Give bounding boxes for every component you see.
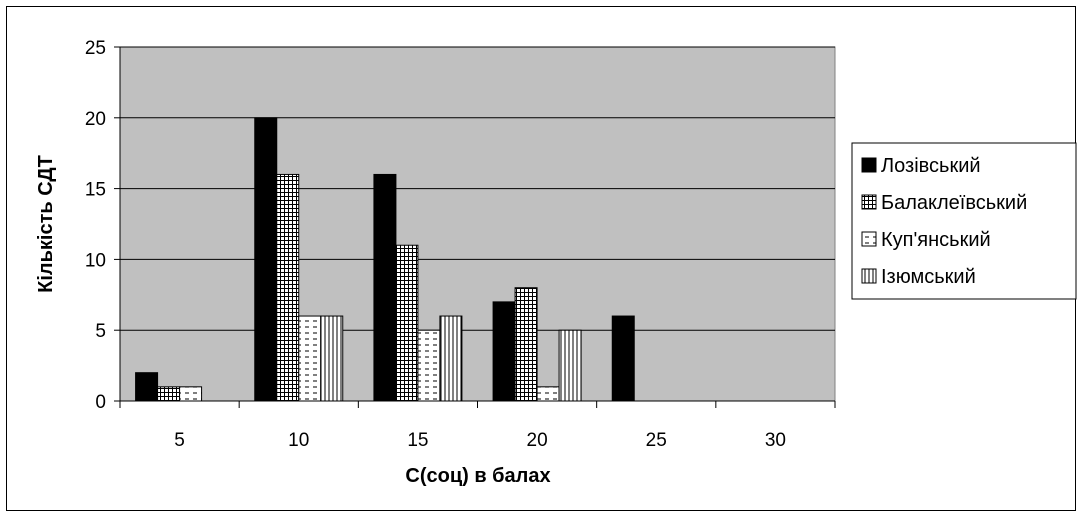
bar: [514, 287, 538, 402]
y-tick-label: 15: [85, 180, 106, 201]
y-tick-label: 20: [85, 109, 106, 130]
legend: Лозівський Балаклеївський Куп'янський Ізюмс…: [851, 142, 1077, 300]
legend-label: Куп'янський: [881, 229, 991, 251]
bar: [492, 301, 516, 402]
y-axis-title: Кількість СДТ: [35, 155, 57, 293]
y-tick-label: 0: [95, 392, 106, 413]
legend-swatch: [861, 194, 877, 210]
legend-label: Балаклеївський: [881, 192, 1027, 214]
bar: [179, 386, 203, 402]
x-axis-title: С(соц) в балах: [405, 465, 550, 487]
bar: [611, 315, 635, 402]
bar: [157, 386, 181, 402]
legend-box: [851, 142, 1077, 300]
bar: [439, 315, 463, 402]
legend-swatch: [861, 157, 877, 173]
y-tick-label: 10: [85, 250, 106, 271]
bar: [320, 315, 344, 402]
bars: [135, 117, 635, 402]
legend-swatch: [861, 268, 877, 284]
x-tick-label: 30: [765, 430, 786, 451]
y-tick-label: 5: [95, 321, 106, 342]
x-tick-labels: 5 10 15 20 25 30: [174, 430, 786, 451]
bar: [536, 386, 560, 402]
axes: [114, 46, 836, 408]
legend-label: Ізюмський: [881, 266, 976, 288]
bar: [558, 329, 582, 402]
legend-swatch: [861, 231, 877, 247]
bar: [254, 117, 278, 402]
y-tick-labels: 0 5 10 15 20 25: [85, 38, 106, 413]
bar: [395, 244, 419, 402]
y-tick-label: 25: [85, 38, 106, 59]
x-tick-label: 10: [288, 430, 309, 451]
x-tick-label: 20: [527, 430, 548, 451]
legend-label: Лозівський: [881, 155, 981, 177]
plot-area: [119, 46, 836, 402]
grid-lines: [120, 46, 835, 331]
x-tick-label: 5: [174, 430, 185, 451]
bar: [298, 315, 322, 402]
bar: [373, 173, 397, 402]
bar: [417, 329, 441, 402]
x-tick-label: 15: [407, 430, 428, 451]
bar: [135, 372, 159, 402]
x-tick-label: 25: [646, 430, 667, 451]
bar: [276, 173, 300, 402]
